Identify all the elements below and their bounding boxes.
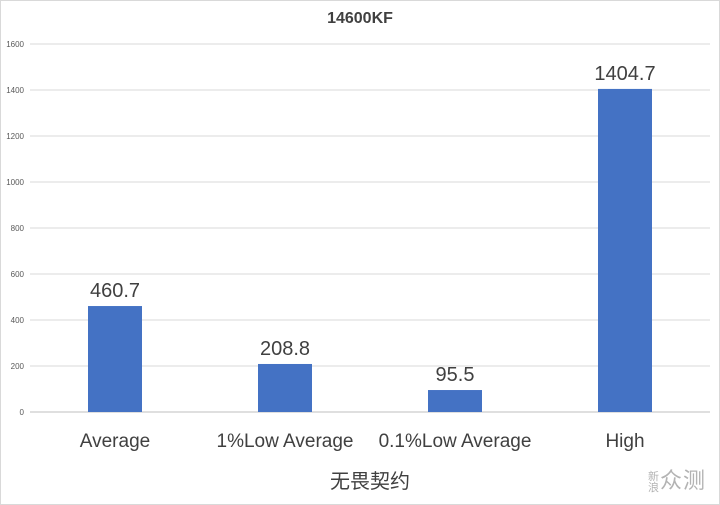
- y-axis-ticks: 0 200 400 600 800 1000 1200 1400 1600: [6, 40, 24, 417]
- data-label: 1404.7: [594, 63, 655, 85]
- y-tick-label: 1600: [6, 40, 24, 49]
- x-category-label: High: [605, 431, 644, 452]
- x-category-label: 1%Low Average: [217, 431, 354, 452]
- y-tick-label: 1200: [6, 132, 24, 141]
- watermark-top: 新: [647, 470, 660, 483]
- y-tick-label: 1000: [6, 178, 24, 187]
- bar: [258, 363, 312, 412]
- watermark-logo: 新浪众测: [648, 463, 706, 495]
- data-labels: 460.7 208.8 95.5 1404.7: [90, 63, 656, 386]
- chart-title: 14600KF: [327, 10, 393, 27]
- y-tick-label: 200: [11, 362, 25, 371]
- x-category-label: Average: [80, 431, 150, 452]
- bar: [88, 306, 142, 412]
- y-tick-label: 800: [11, 224, 25, 233]
- y-tick-label: 1400: [6, 86, 24, 95]
- y-tick-label: 0: [20, 408, 25, 417]
- data-label: 95.5: [436, 364, 475, 386]
- bar: [428, 390, 482, 412]
- x-category-label: 0.1%Low Average: [379, 431, 532, 452]
- x-axis-categories: Average 1%Low Average 0.1%Low Average High: [80, 431, 645, 452]
- watermark-main: 众测: [659, 469, 706, 494]
- data-label: 208.8: [260, 338, 310, 360]
- y-tick-label: 600: [11, 270, 25, 279]
- watermark-bottom: 浪: [647, 481, 660, 494]
- y-tick-label: 400: [11, 316, 25, 325]
- gridlines: [30, 43, 710, 413]
- data-label: 460.7: [90, 280, 140, 302]
- bars: [88, 88, 652, 412]
- bar: [598, 88, 652, 412]
- chart-subtitle: 无畏契约: [330, 469, 410, 493]
